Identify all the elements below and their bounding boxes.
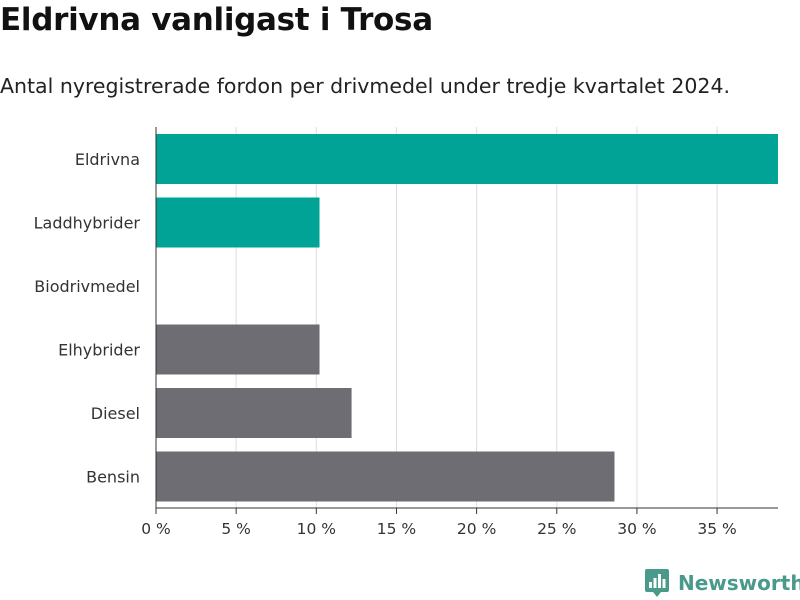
x-tick-label: 25 % <box>537 520 576 538</box>
bar-elhybrider <box>156 324 320 375</box>
x-axis: 0 % 5 % 10 % 15 % 20 % 25 % 30 % 35 % <box>141 127 778 538</box>
category-label: Elhybrider <box>58 341 140 360</box>
chart-subtitle: Antal nyregistrerade fordon per drivmede… <box>0 74 731 98</box>
newsworthy-logo-icon <box>645 569 669 597</box>
brand-logo: Newsworthy <box>644 567 800 599</box>
gridlines <box>235 127 718 508</box>
x-tick-label: 35 % <box>697 520 736 538</box>
category-label: Laddhybrider <box>34 214 141 233</box>
x-tick-label: 20 % <box>457 520 496 538</box>
chart-title: Eldrivna vanligast i Trosa <box>0 2 433 38</box>
bar-bensin <box>156 451 615 502</box>
x-tick-label: 15 % <box>377 520 416 538</box>
bar-eldrivna <box>156 134 778 184</box>
bar-laddhybrider <box>156 197 320 248</box>
x-tick-label: 0 % <box>141 520 171 538</box>
category-label: Biodrivmedel <box>34 277 140 296</box>
x-tick-label: 10 % <box>297 520 336 538</box>
x-tick-label: 5 % <box>221 520 251 538</box>
bar-diesel <box>156 388 352 438</box>
category-label: Diesel <box>91 404 140 423</box>
x-tick-label: 30 % <box>617 520 656 538</box>
brand-name: Newsworthy <box>678 571 800 595</box>
category-label: Eldrivna <box>75 150 140 169</box>
category-labels: Eldrivna Laddhybrider Biodrivmedel Elhybrid… <box>34 150 141 487</box>
bars <box>156 134 778 502</box>
bar-chart: Eldrivna Laddhybrider Biodrivmedel Elhybrid… <box>34 127 778 538</box>
category-label: Bensin <box>86 468 140 487</box>
